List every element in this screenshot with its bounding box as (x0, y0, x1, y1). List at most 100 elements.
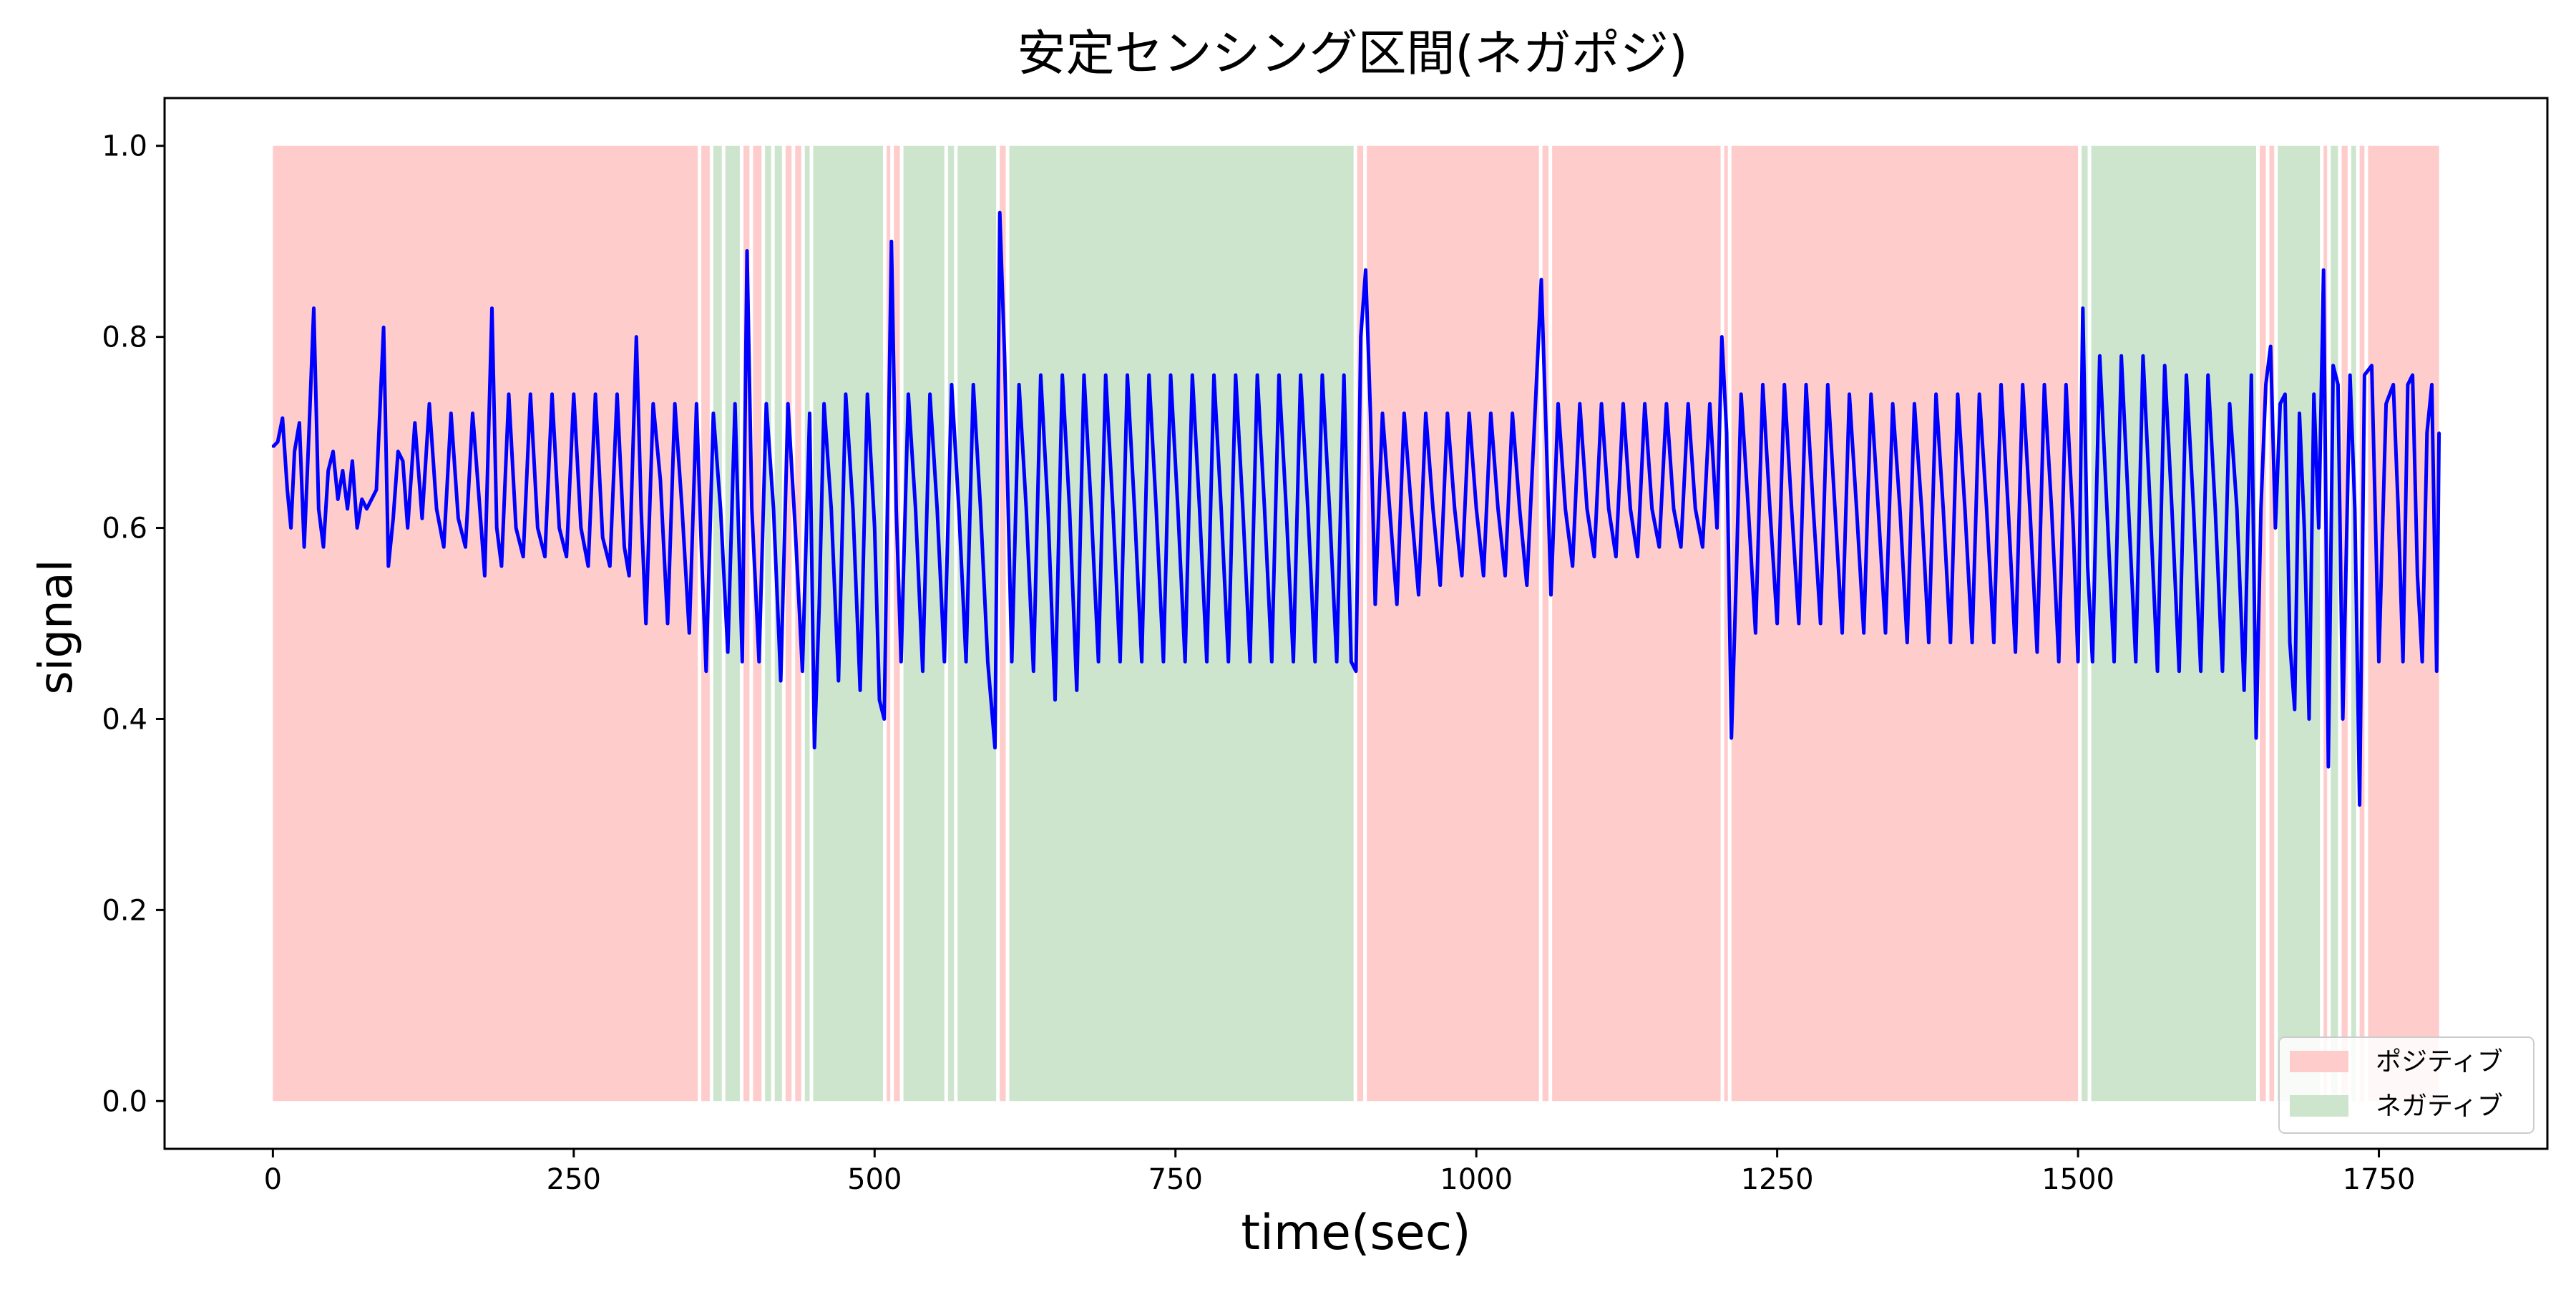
data-point (1848, 393, 1851, 396)
y-tick-label: 0.0 (102, 1085, 147, 1118)
band-negative-10 (804, 145, 810, 1102)
data-point (2113, 660, 2116, 663)
data-point (428, 402, 431, 405)
data-point (1754, 631, 1757, 634)
y-tick-label: 1.0 (102, 130, 147, 163)
data-point (322, 545, 325, 548)
data-point (844, 393, 847, 396)
data-point (1906, 641, 1908, 644)
data-point (1913, 402, 1916, 405)
data-point (2021, 383, 2024, 386)
data-point (1621, 402, 1624, 405)
data-point (558, 527, 561, 530)
data-point (1716, 527, 1719, 530)
data-point (435, 507, 438, 510)
data-point (2264, 383, 2267, 386)
data-point (993, 746, 996, 749)
data-point (813, 746, 816, 749)
data-point (1636, 555, 1639, 558)
band-positive-28 (2269, 145, 2275, 1102)
data-point (514, 527, 517, 530)
data-point (1496, 507, 1499, 510)
data-point (666, 622, 669, 625)
data-point (1891, 402, 1894, 405)
data-point (572, 393, 575, 396)
data-point (1694, 507, 1697, 510)
data-point (1992, 641, 1995, 644)
band-positive-17 (1000, 145, 1006, 1102)
data-point (2057, 660, 2060, 663)
data-point (1198, 507, 1201, 510)
data-point (1241, 507, 1244, 510)
data-point (623, 545, 625, 548)
data-point (1270, 660, 1273, 663)
data-point (1761, 383, 1764, 386)
band-positive-22 (1552, 145, 1721, 1102)
data-point (2392, 383, 2395, 386)
data-point (1518, 507, 1521, 510)
data-point (640, 507, 643, 510)
data-point (2426, 431, 2429, 434)
data-point (1342, 374, 1345, 377)
data-point (1614, 555, 1617, 558)
data-point (1769, 507, 1772, 510)
data-point (1928, 641, 1931, 644)
data-point (1075, 689, 1078, 691)
data-point (580, 527, 582, 530)
band-negative-29 (2278, 145, 2321, 1102)
data-point (2327, 765, 2330, 768)
data-point (2303, 527, 2306, 530)
data-point (1395, 603, 1398, 606)
data-point (700, 545, 703, 548)
data-point (1898, 507, 1901, 510)
x-tick-label: 1750 (2343, 1163, 2416, 1196)
data-point (382, 326, 385, 329)
data-point (1665, 402, 1668, 405)
x-axis-label: time(sec) (1241, 1205, 1470, 1261)
data-point (852, 507, 854, 510)
data-point (873, 527, 876, 530)
data-point (2170, 507, 2173, 510)
x-tick-label: 250 (547, 1163, 601, 1196)
data-point (1826, 383, 1829, 386)
data-point (1629, 507, 1631, 510)
data-point (2431, 383, 2434, 386)
data-point (808, 412, 811, 414)
band-positive-13 (894, 145, 900, 1102)
band-positive-9 (795, 145, 801, 1102)
data-point (1651, 507, 1654, 510)
band-negative-3 (725, 145, 740, 1102)
data-point (786, 402, 789, 405)
data-point (2149, 507, 2152, 510)
data-point (733, 402, 736, 405)
data-point (2091, 660, 2094, 663)
data-point (401, 460, 404, 462)
data-point (859, 689, 862, 691)
data-point (587, 565, 590, 568)
data-point (271, 445, 274, 448)
data-point (1863, 631, 1865, 634)
data-point (1797, 622, 1800, 625)
data-point (507, 393, 510, 396)
data-point (1600, 402, 1603, 405)
data-point (1256, 374, 1259, 377)
data-point (2105, 507, 2108, 510)
data-point (442, 545, 445, 548)
data-point (746, 250, 748, 253)
data-point (286, 488, 289, 491)
data-point (479, 507, 482, 510)
data-point (336, 498, 339, 501)
data-point (1355, 670, 1357, 673)
data-point (2207, 374, 2210, 377)
data-point (313, 307, 316, 310)
data-point (1658, 545, 1661, 548)
legend: ポジティブ ネガティブ (2278, 1036, 2534, 1134)
data-point (1104, 374, 1107, 377)
data-point (346, 507, 349, 510)
data-point (914, 507, 917, 510)
data-point (396, 450, 399, 453)
data-point (2014, 651, 2017, 654)
data-point (1963, 507, 1966, 510)
data-point (2348, 374, 2351, 377)
